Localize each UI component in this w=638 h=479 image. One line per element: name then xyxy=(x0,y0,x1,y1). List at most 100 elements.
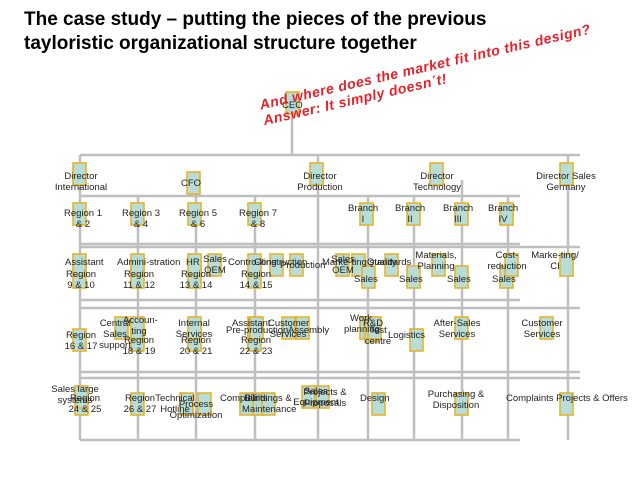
org-label-cost-reduction: Cost-reduction xyxy=(487,250,527,272)
org-box-internal-services xyxy=(187,316,202,340)
org-label-complaints: Complaints xyxy=(220,393,268,404)
org-label-purchasing-disposition: Purchasing & Disposition xyxy=(427,389,485,411)
org-label-r13-14: Region 13 & 14 xyxy=(179,269,213,291)
org-box-production xyxy=(309,162,324,186)
org-box-sales-oem-1 xyxy=(207,253,222,277)
org-label-r26-27: Region 26 & 27 xyxy=(123,393,157,415)
org-label-r5-6: Region 5 & 6 xyxy=(178,208,218,230)
org-label-assistant: Assistant xyxy=(232,318,271,329)
org-label-r7-8: Region 7 & 8 xyxy=(238,208,278,230)
org-box-complaints xyxy=(239,392,254,416)
org-box-pre-production xyxy=(249,316,264,340)
org-box-test-centre xyxy=(367,316,382,340)
org-box-r7-8 xyxy=(247,202,262,226)
org-box-r16-17 xyxy=(72,328,87,352)
org-label-complaints-projects-offers: Complaints Projects & Offers xyxy=(506,393,628,404)
org-box-technology xyxy=(429,162,444,186)
slide-title: The case study – putting the pieces of t… xyxy=(24,8,624,56)
org-label-sales-oem-2: Sales OEM xyxy=(331,254,355,276)
org-box-branch-4 xyxy=(499,202,514,226)
org-box-r5-6 xyxy=(187,202,202,226)
org-label-sales-b4: Sales xyxy=(492,274,516,285)
org-box-complaints-projects-offers xyxy=(559,392,574,416)
org-label-r11-12: Region 11 & 12 xyxy=(122,269,156,291)
org-box-quality xyxy=(384,253,399,277)
org-label-sales-large-systems: Sales large systems xyxy=(51,384,99,406)
org-label-sales-equipment: Sales Equipment xyxy=(293,386,339,408)
org-box-sales-b1 xyxy=(361,265,376,289)
org-box-design xyxy=(371,392,386,416)
org-box-customer-services xyxy=(281,316,296,340)
org-label-controlling: Contro-lling xyxy=(228,257,277,268)
org-label-sales-b2: Sales xyxy=(399,274,423,285)
org-box-marketing-ci xyxy=(559,253,574,277)
org-label-it: IT xyxy=(248,393,257,404)
org-box-branch-1 xyxy=(359,202,374,226)
org-label-test-centre: Test centre xyxy=(364,325,392,347)
org-label-r16-17: Region 16 & 17 xyxy=(64,330,98,352)
org-box-r26-27 xyxy=(130,392,145,416)
org-box-purchasing-disposition xyxy=(454,392,469,416)
org-label-sales-oem-1: Sales OEM xyxy=(203,254,227,276)
org-label-pre-production: Pre-production xyxy=(226,325,289,336)
org-box-accounting xyxy=(130,316,145,340)
org-label-branch-4: Branch IV xyxy=(488,203,519,225)
org-label-r18-19: Region 18 & 19 xyxy=(122,335,156,357)
org-label-materials-planning: Materials, Planning xyxy=(415,250,457,272)
org-box-administration xyxy=(130,253,145,277)
org-label-ceo: CEO xyxy=(282,100,303,111)
org-box-sales-large-systems xyxy=(74,385,89,409)
org-label-work-planning: Work planning xyxy=(344,313,380,335)
slide-title-line-1: The case study – putting the pieces of t… xyxy=(24,9,487,30)
org-label-assistant: Assistant xyxy=(65,257,104,268)
org-box-r1-2 xyxy=(72,202,87,226)
org-box-cost-reduction xyxy=(504,253,519,277)
org-box-logistics xyxy=(409,328,424,352)
org-label-hr: HR xyxy=(186,257,200,268)
org-box-hr xyxy=(187,253,202,277)
org-label-central-sales-support: Central Sales support xyxy=(99,318,131,351)
org-label-sales-germany: Director Sales Germany xyxy=(536,171,596,193)
org-label-quality: Quality xyxy=(367,257,397,268)
org-label-marketing-standards: Marke-ting standards xyxy=(322,257,412,268)
org-label-r9-10: Region 9 & 10 xyxy=(65,269,97,291)
org-box-after-sales-services xyxy=(454,316,469,340)
org-box-controlling xyxy=(247,253,262,277)
org-label-design: Design xyxy=(360,393,390,404)
org-label-marketing-ci: Marke-ting/ CI xyxy=(531,250,579,272)
org-label-r24-25: Region 24 & 25 xyxy=(68,393,102,415)
org-label-technology: Director Technology xyxy=(412,171,462,193)
org-label-branch-3: Branch III xyxy=(443,203,474,225)
org-label-sales-b3: Sales xyxy=(447,274,471,285)
org-box-ceo xyxy=(285,91,300,115)
org-box-production xyxy=(289,253,304,277)
org-box-cfo xyxy=(186,171,201,195)
org-label-r-d: R&D xyxy=(363,318,384,329)
org-box-projects-proposals xyxy=(315,385,330,409)
org-box-international xyxy=(72,162,87,186)
org-box-assistant xyxy=(72,253,87,277)
org-label-accounting: Accoun-ting xyxy=(123,315,158,337)
org-box-sales-germany xyxy=(559,162,574,186)
org-label-internal-services: Internal Services xyxy=(175,318,213,340)
org-box-branch-3 xyxy=(454,202,469,226)
org-label-branch-2: Branch II xyxy=(395,203,426,225)
org-label-production: Director Production xyxy=(297,171,343,193)
org-box-technical-hotline xyxy=(179,392,194,416)
org-label-r14-15: Region 14 & 15 xyxy=(239,269,273,291)
org-box-materials-planning xyxy=(431,253,446,277)
org-label-customer-services: Customer Services xyxy=(521,318,563,340)
org-box-sales-oem-2 xyxy=(335,253,350,277)
org-box-sales-b2 xyxy=(406,265,421,289)
org-label-branch-1: Branch I xyxy=(348,203,379,225)
org-label-r22-23: Region 22 & 23 xyxy=(239,335,273,357)
org-label-buildings-maintenance: Buildings & Maintenance xyxy=(242,393,297,415)
org-box-process-optimization xyxy=(197,392,212,416)
org-box-central-sales-support xyxy=(114,316,129,340)
org-label-technical-hotline: Technical Hotline xyxy=(155,393,195,415)
org-box-construction xyxy=(269,253,284,277)
slide-title-line-2: tayloristic organizational structure tog… xyxy=(24,33,417,54)
org-box-customer-services xyxy=(539,316,554,340)
